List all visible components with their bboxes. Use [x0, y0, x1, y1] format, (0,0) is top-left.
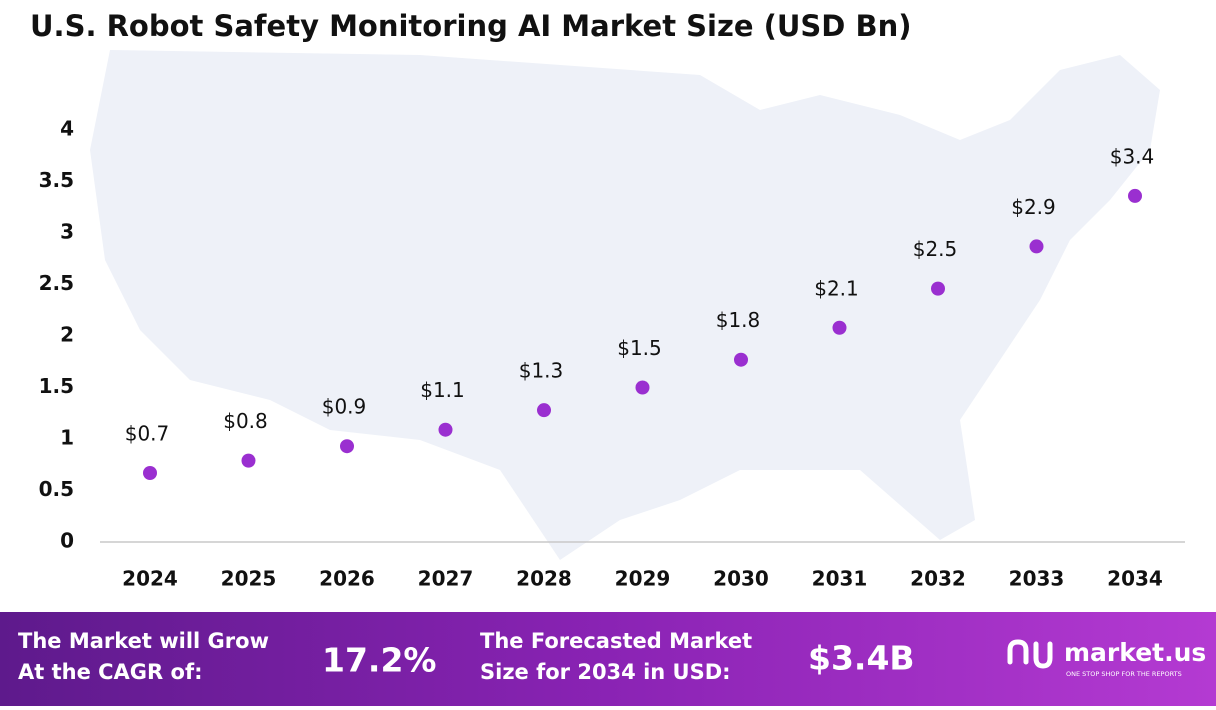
brand-name: market.us [1064, 638, 1206, 667]
cagr-label: The Market will Grow At the CAGR of: [18, 629, 276, 684]
data-point [241, 453, 256, 468]
forecast-label-line: The Forecasted Market [480, 629, 752, 653]
cagr-value: 17.2% [322, 641, 437, 680]
data-label: $0.8 [223, 409, 268, 433]
data-label: $0.7 [125, 421, 170, 445]
y-tick-label: 2.5 [39, 271, 74, 295]
cagr-label-line: The Market will Grow [18, 629, 269, 653]
chart-title: U.S. Robot Safety Monitoring AI Market S… [30, 9, 911, 43]
data-label: $1.5 [617, 336, 662, 360]
data-point [438, 422, 453, 437]
x-tick-label: 2027 [418, 567, 474, 591]
forecast-label: The Forecasted Market Size for 2034 in U… [480, 629, 760, 684]
x-tick-label: 2026 [319, 567, 375, 591]
y-tick-label: 3 [60, 220, 74, 244]
y-tick-label: 1.5 [39, 374, 74, 398]
brand-logo [1007, 639, 1053, 669]
x-tick-label: 2029 [615, 567, 671, 591]
data-point [143, 465, 157, 480]
x-tick-label: 2034 [1107, 567, 1163, 591]
data-point [931, 281, 945, 296]
data-point [340, 439, 354, 454]
data-point [1128, 188, 1142, 203]
data-point [537, 403, 551, 418]
footer-banner [0, 612, 1216, 706]
data-point [734, 352, 748, 367]
data-label: $0.9 [322, 395, 367, 419]
data-point [635, 380, 650, 395]
x-tick-label: 2032 [910, 567, 966, 591]
y-tick-label: 1 [60, 426, 74, 450]
data-point [832, 320, 847, 335]
x-tick-label: 2028 [516, 567, 572, 591]
map-background [90, 50, 1160, 560]
data-point [1029, 239, 1044, 254]
x-tick-label: 2033 [1009, 567, 1065, 591]
y-tick-label: 3.5 [39, 168, 74, 192]
y-tick-label: 0.5 [39, 477, 74, 501]
cagr-label-line: At the CAGR of: [18, 660, 203, 684]
data-label: $3.4 [1110, 144, 1155, 168]
x-tick-label: 2031 [812, 567, 868, 591]
y-tick-label: 2 [60, 323, 74, 347]
data-label: $2.5 [913, 237, 958, 261]
x-tick-label: 2030 [713, 567, 769, 591]
data-label: $1.1 [420, 378, 465, 402]
data-label: $2.9 [1011, 195, 1056, 219]
data-label: $1.8 [716, 308, 761, 332]
y-tick-label: 0 [60, 529, 74, 553]
forecast-label-line: Size for 2034 in USD: [480, 660, 731, 684]
forecast-value: $3.4B [808, 639, 915, 678]
brand-tagline: ONE STOP SHOP FOR THE REPORTS [1066, 670, 1182, 678]
data-label: $2.1 [814, 276, 859, 300]
x-tick-label: 2024 [122, 567, 178, 591]
y-tick-label: 4 [60, 117, 74, 141]
x-tick-label: 2025 [221, 567, 277, 591]
data-label: $1.3 [519, 359, 564, 383]
